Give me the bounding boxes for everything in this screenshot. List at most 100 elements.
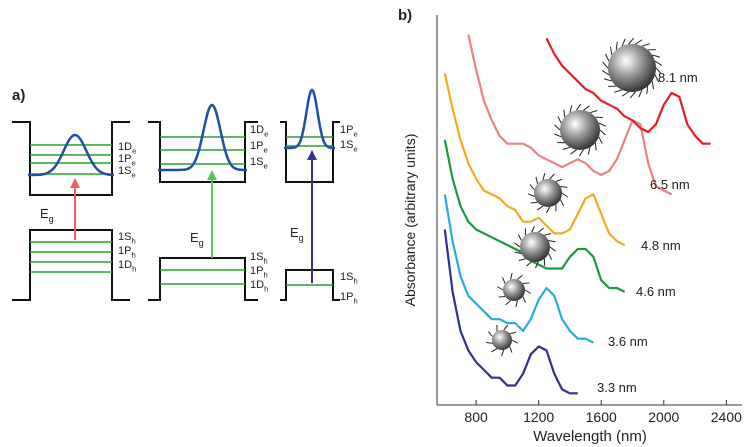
ligand	[549, 173, 555, 180]
ligand	[614, 89, 623, 93]
ligand	[646, 86, 649, 95]
level-label: 1Sh	[118, 231, 136, 245]
series-label: 6.5 nm	[650, 177, 690, 192]
ligand	[615, 41, 618, 50]
level-label-sub: e	[263, 161, 267, 170]
conduction-band	[12, 121, 130, 196]
arrow-head	[70, 178, 80, 188]
level-label: 1De	[250, 124, 268, 138]
ligand	[535, 176, 539, 184]
ligand	[603, 78, 612, 82]
level-label-sub: e	[263, 145, 267, 154]
nanoparticle	[560, 110, 600, 150]
series-label: 8.1 nm	[658, 70, 698, 85]
ligand	[515, 300, 518, 308]
ligand	[655, 67, 662, 75]
ligand	[629, 91, 636, 99]
nanoparticle	[492, 330, 512, 350]
ligand	[535, 261, 539, 269]
ligand	[510, 272, 513, 280]
x-tick-label: 800	[464, 409, 488, 425]
ligand	[621, 91, 629, 97]
ligand	[545, 206, 551, 214]
series-label: 3.3 nm	[597, 380, 637, 395]
wavefunction	[284, 88, 335, 150]
gap-label-sub: g	[299, 233, 304, 243]
level-label-main: 1D	[250, 124, 264, 136]
valence-band	[280, 269, 340, 301]
spectrum-line	[467, 34, 673, 196]
level-label-main: 1D	[250, 279, 264, 291]
x-tick-label: 1200	[523, 409, 554, 425]
ligand	[561, 192, 568, 198]
x-tick-label: 1600	[586, 409, 617, 425]
wavefunction	[158, 103, 247, 172]
level-label-sub: h	[263, 256, 267, 265]
level-label: 1Pe	[250, 140, 268, 154]
ligand	[594, 142, 597, 151]
ligand	[638, 89, 643, 98]
level-label-main: 1S	[340, 271, 353, 283]
conduction-band	[280, 121, 340, 183]
ligand	[554, 133, 562, 138]
ligand	[544, 233, 552, 236]
gap-label-sub: g	[49, 214, 54, 224]
level-label-main: 1S	[118, 165, 131, 177]
ligand	[560, 185, 568, 188]
level-label-sub: e	[353, 144, 357, 153]
ligand	[487, 331, 493, 337]
ligand	[599, 129, 606, 136]
level-label: 1Sh	[340, 271, 358, 285]
level-label-sub: e	[353, 129, 357, 138]
level-label-sub: e	[131, 170, 135, 179]
ligand	[537, 205, 544, 211]
panel-label: b)	[398, 7, 412, 24]
gap-label-main: E	[40, 206, 49, 221]
arrow-head	[307, 150, 317, 160]
nanoparticle	[520, 232, 550, 262]
series-label: 4.6 nm	[636, 284, 676, 299]
level-label: 1De	[118, 141, 136, 155]
level-label-sub: h	[353, 276, 357, 285]
ligand	[502, 277, 506, 284]
ligand	[524, 289, 531, 294]
ligand	[559, 199, 564, 206]
ligand	[529, 184, 535, 190]
level-label-main: 1P	[250, 140, 263, 152]
ligand	[652, 54, 661, 58]
level-label-sub: h	[132, 264, 136, 273]
ligand	[609, 47, 613, 56]
ligand	[576, 103, 582, 111]
level-label-sub: h	[131, 250, 135, 259]
wavefunction	[28, 133, 114, 177]
ligand	[514, 242, 521, 248]
ligand	[598, 122, 606, 127]
ligand	[526, 261, 532, 267]
ligand	[511, 339, 518, 344]
nanoparticle	[608, 44, 656, 92]
level-label-main: 1S	[340, 139, 353, 151]
level-label: 1Sh	[250, 251, 268, 265]
level-label: 1Dh	[118, 259, 136, 273]
spectrum-line	[443, 139, 626, 293]
gap-label: Eg	[190, 230, 204, 248]
ligand	[587, 147, 591, 155]
ligand	[548, 253, 553, 260]
ligand	[589, 110, 598, 114]
ligand	[505, 300, 511, 306]
ligand	[628, 37, 635, 45]
ligand	[605, 53, 610, 62]
level-label-main: 1P	[118, 245, 131, 257]
spectrum-line	[443, 73, 626, 247]
gap-label: Eg	[290, 225, 304, 243]
ligand	[621, 38, 626, 47]
spectrum-line	[545, 37, 711, 145]
ligand	[554, 124, 561, 131]
valence-band	[12, 229, 130, 301]
level-label: 1Ph	[250, 265, 268, 279]
ligand	[651, 80, 655, 89]
x-axis-label: Wavelength (nm)	[533, 428, 647, 445]
series-label: 4.8 nm	[641, 238, 681, 253]
gap-label-main: E	[290, 225, 299, 240]
y-axis-label: Absorbance (arbitrary units)	[402, 134, 418, 307]
